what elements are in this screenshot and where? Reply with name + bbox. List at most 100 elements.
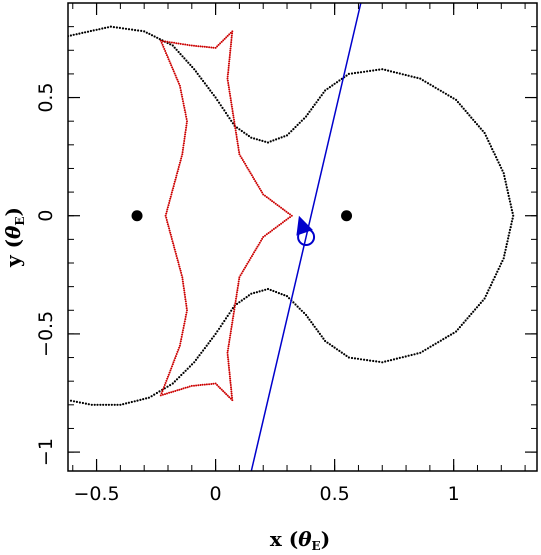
caustic-point [203,45,206,48]
caustic-point [281,208,284,211]
critical-curve-point [145,397,148,400]
caustic-point [265,196,268,199]
critical-curve-point [477,125,480,128]
critical-curve-point [87,403,90,406]
caustic-point [176,257,179,260]
critical-curve-point [250,136,253,139]
caustic-point [220,388,223,391]
caustic-point [195,384,198,387]
caustic-point [172,244,175,247]
critical-curve-point [503,251,506,254]
critical-curve-point [131,28,134,31]
caustic-point [190,384,193,387]
critical-curve-point [472,310,475,313]
critical-curve-point [75,33,78,36]
caustic-point [256,245,259,248]
caustic-point [165,216,168,219]
critical-curve-point [353,357,357,360]
critical-curve-point [456,101,460,104]
critical-curve-point [288,132,291,135]
caustic-point [229,47,232,50]
critical-curve-point [228,117,231,120]
caustic-point [260,239,262,242]
caustic-point [172,390,175,393]
caustic-point [229,99,232,102]
critical-curve-point [212,335,215,338]
caustic-point [272,228,275,230]
caustic-point [178,82,180,85]
critical-curve-point [508,197,511,200]
caustic-point [233,120,236,123]
critical-curve-point [124,27,128,30]
critical-curve-point [81,31,84,34]
critical-curve-point [275,290,278,294]
caustic-point [170,391,173,394]
critical-curve-point [118,26,121,29]
caustic-point [230,43,232,46]
caustic-point [169,62,172,65]
caustic-point [177,261,180,264]
caustic-point [280,222,283,225]
caustic-point [168,199,171,202]
critical-curve-point [504,180,507,183]
caustic-point [183,135,186,138]
critical-curve-point [340,351,343,354]
critical-curve-point [507,194,510,197]
caustic-point [244,162,247,165]
caustic-point [172,242,175,245]
data-layer [68,3,515,471]
caustic-point [184,129,187,131]
caustic-point [229,31,232,34]
caustic-point [166,392,168,395]
critical-curve-point [313,325,316,328]
caustic-point [180,335,183,338]
caustic-point [188,385,191,388]
critical-curve-point [503,254,506,257]
caustic-point [184,113,187,116]
critical-curve-point [306,113,309,116]
caustic-point [274,226,277,229]
critical-curve-point [191,65,194,69]
caustic-point [166,221,169,224]
critical-curve-point [416,352,419,355]
caustic-point [170,238,173,240]
critical-curve-point [179,53,182,56]
critical-curve-point [209,339,212,343]
critical-curve-point [506,189,509,192]
caustic-point [171,189,174,192]
caustic-point [235,133,238,136]
caustic-point [227,347,230,350]
caustic-point [161,43,164,46]
lens-positions [131,210,353,222]
critical-curve-point [264,288,267,291]
caustic-point [174,178,177,181]
caustic-point [229,51,232,54]
caustic-point [167,375,169,378]
caustic-point [241,270,244,273]
caustic-point [230,103,233,106]
critical-curve-point [253,291,256,294]
critical-curve-point [326,87,329,90]
caustic-point [255,247,258,250]
caustic-point [205,383,208,386]
caustic-point [171,66,174,69]
caustic-point [182,144,185,147]
caustic-point [175,174,178,177]
critical-curve-point [240,299,243,302]
caustic-point [241,159,244,161]
critical-curve-point [90,403,93,406]
critical-curve-point [283,294,286,297]
critical-curve-point [92,29,95,32]
caustic-point [245,164,248,167]
source-arrow-icon [296,215,313,236]
caustic-point [285,218,288,221]
caustic-point [227,66,230,69]
critical-curve-point [272,139,275,142]
critical-curve-point [300,119,303,122]
critical-curve-point [484,134,487,137]
caustic-point [175,176,177,179]
critical-curve-point [458,326,461,329]
critical-curve-point [324,339,327,343]
critical-curve-point [218,101,221,104]
critical-curve-point [452,97,455,100]
